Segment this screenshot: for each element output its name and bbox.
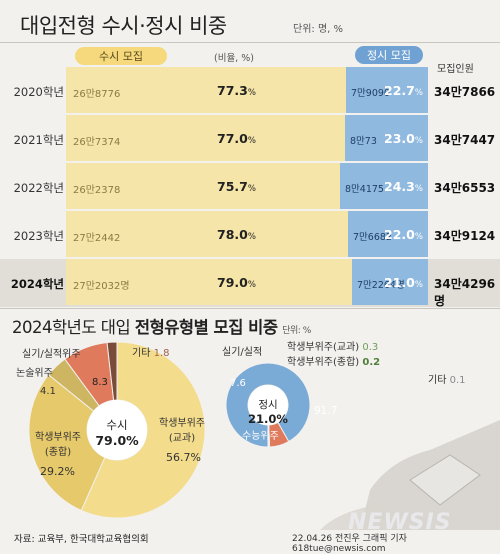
label-suneung: 수능위주 <box>242 427 279 442</box>
year-label: 2021학년 <box>4 132 64 148</box>
year-label: 2024학년 <box>4 276 64 292</box>
divider <box>0 308 500 309</box>
background-photo <box>300 380 500 530</box>
center-a: 수시 <box>92 417 142 433</box>
jeongsi-percent: 24.3% <box>384 179 423 194</box>
jeongsi-percent: 23.0% <box>384 131 423 146</box>
percent-suffix: % <box>415 232 423 242</box>
ratio-label: (비율, %) <box>214 50 254 64</box>
center-b: 79.0% <box>92 433 142 448</box>
percent-suffix: % <box>248 280 256 290</box>
susi-percent-value: 78.0 <box>217 227 248 242</box>
susi-percent-value: 77.0 <box>217 131 248 146</box>
total-count: 34만7447 <box>434 131 495 148</box>
center2-b: 21.0% <box>248 412 288 426</box>
susi-percent: 75.7% <box>217 179 256 194</box>
value-jonghap: 29.2% <box>40 465 75 478</box>
value-jonghap2: 0.2 <box>362 357 380 368</box>
jeongsi-percent: 22.7% <box>384 83 423 98</box>
label-silgi: 실기/실적위주 <box>22 345 81 360</box>
susi-amount: 26만7374 <box>73 133 120 148</box>
legend-jeongsi: 정시 모집 <box>355 46 423 64</box>
center2-a: 정시 <box>248 397 288 412</box>
legend-susi: 수시 모집 <box>75 47 167 65</box>
chart-title: 대입전형 수시·정시 비중 <box>20 10 227 40</box>
jeongsi-percent-value: 22.0 <box>384 227 415 242</box>
susi-amount: 26만8776 <box>73 85 120 100</box>
total-count: 34만9124 <box>434 227 495 244</box>
year-label: 2020학년 <box>4 84 64 100</box>
jeongsi-percent-value: 21.0 <box>384 275 415 290</box>
jeongsi-percent: 21.0% <box>384 275 423 290</box>
total-count: 34만6553 <box>434 179 495 196</box>
value-silgi2: 7.6 <box>230 378 246 389</box>
susi-percent: 77.3% <box>217 83 256 98</box>
percent-suffix: % <box>415 184 423 194</box>
susi-amount: 27만2032명 <box>73 277 130 292</box>
label-nonsul: 논술위주 <box>16 364 53 379</box>
susi-percent: 78.0% <box>217 227 256 242</box>
source-note: 자료: 교육부, 한국대학교육협의회 <box>14 531 149 545</box>
label-jonghap-a: 학생부위주 <box>28 428 88 443</box>
value-gyogwa: 56.7% <box>166 451 201 464</box>
susi-percent: 77.0% <box>217 131 256 146</box>
percent-suffix: % <box>248 232 256 242</box>
percent-suffix: % <box>248 88 256 98</box>
jeongsi-percent-value: 24.3 <box>384 179 415 194</box>
label-jonghap-b: (종합) <box>28 443 88 458</box>
label-jonghap2-text: 학생부위주(종합) <box>287 357 359 368</box>
donut2-center: 정시 21.0% <box>248 397 288 426</box>
percent-suffix: % <box>415 280 423 290</box>
label-gyogwa-a: 학생부위주 <box>152 414 212 429</box>
donut1-center: 수시 79.0% <box>92 417 142 448</box>
susi-percent-value: 75.7 <box>217 179 248 194</box>
susi-percent: 79.0% <box>217 275 256 290</box>
label-gyogwa2: 학생부위주(교과) 0.3 <box>287 338 378 353</box>
value-gyogwa2: 0.3 <box>362 342 378 353</box>
percent-suffix: % <box>415 88 423 98</box>
jeongsi-amount: 8만4175 <box>345 181 384 195</box>
jeongsi-percent: 22.0% <box>384 227 423 242</box>
label-jonghap2: 학생부위주(종합) 0.2 <box>287 353 380 368</box>
jeongsi-percent-value: 22.7 <box>384 83 415 98</box>
value-gita: 1.8 <box>154 348 170 359</box>
year-label: 2023학년 <box>4 228 64 244</box>
label-gyogwa: 학생부위주 (교과) <box>152 414 212 444</box>
label-gita-text: 기타 <box>132 348 150 359</box>
total-count: 34만4296명 <box>434 275 500 309</box>
label-gyogwa-b: (교과) <box>152 429 212 444</box>
jeongsi-percent-value: 23.0 <box>384 131 415 146</box>
susi-percent-value: 79.0 <box>217 275 248 290</box>
percent-suffix: % <box>248 184 256 194</box>
year-label: 2022학년 <box>4 180 64 196</box>
divider <box>0 42 500 43</box>
label-jonghap: 학생부위주 (종합) <box>28 428 88 458</box>
label-gita: 기타 1.8 <box>132 344 170 359</box>
total-count: 34만7866 <box>434 83 495 100</box>
percent-suffix: % <box>415 136 423 146</box>
susi-amount: 26만2378 <box>73 181 120 196</box>
jeongsi-amount: 8만73 <box>350 133 377 147</box>
label-silgi2: 실기/실적 <box>222 343 262 358</box>
value-silgi: 8.3 <box>92 377 108 388</box>
susi-percent-value: 77.3 <box>217 83 248 98</box>
susi-amount: 27만2442 <box>73 229 120 244</box>
value-nonsul: 4.1 <box>40 386 56 397</box>
label-gyogwa2-text: 학생부위주(교과) <box>287 342 359 353</box>
percent-suffix: % <box>248 136 256 146</box>
unit-label: 단위: 명, % <box>293 20 343 35</box>
total-header: 모집인원 <box>437 60 474 75</box>
